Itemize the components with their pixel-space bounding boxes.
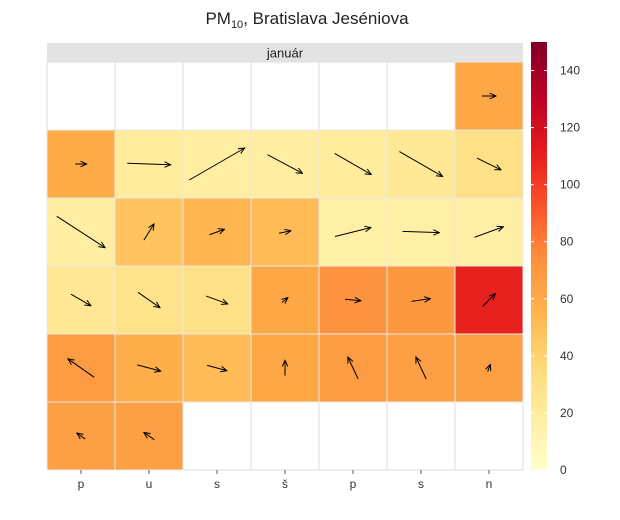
empty-cell bbox=[250, 401, 320, 471]
wind-arrow bbox=[70, 293, 91, 306]
colorbar-tick-label: 120 bbox=[560, 121, 580, 135]
empty-cell bbox=[386, 401, 456, 471]
empty-cell bbox=[182, 401, 252, 471]
title-main: PM bbox=[205, 9, 231, 28]
wind-arrow bbox=[206, 364, 227, 370]
empty-cell bbox=[250, 61, 320, 131]
colorbar bbox=[531, 42, 547, 470]
empty-cell bbox=[318, 61, 388, 131]
empty-cell bbox=[114, 61, 184, 131]
wind-arrow bbox=[278, 231, 291, 234]
wind-arrow bbox=[143, 224, 154, 241]
colorbar-tick-label: 40 bbox=[560, 349, 574, 363]
weekday-label: s bbox=[418, 477, 424, 491]
wind-arrow bbox=[68, 359, 95, 378]
colorbar-tick-label: 80 bbox=[560, 235, 574, 249]
wind-arrow bbox=[137, 364, 160, 371]
wind-arrow bbox=[206, 295, 228, 304]
weekday-label: n bbox=[486, 477, 493, 491]
wind-arrow bbox=[344, 299, 361, 300]
chart-title: PM10, Bratislava Jeséniova bbox=[205, 9, 409, 31]
wind-arrow bbox=[411, 299, 430, 302]
colorbar-tick-label: 140 bbox=[560, 64, 580, 78]
wind-arrow bbox=[282, 298, 288, 303]
colorbar-ticks: 0 20 40 60 80 100 120 140 bbox=[531, 64, 580, 477]
wind-arrow bbox=[488, 364, 491, 372]
wind-arrow bbox=[482, 294, 496, 307]
title-rest: , Bratislava Jeséniova bbox=[243, 9, 409, 28]
wind-arrow bbox=[334, 153, 372, 174]
wind-arrow bbox=[144, 432, 155, 441]
wind-arrow bbox=[127, 163, 170, 165]
day-cell bbox=[114, 265, 184, 335]
weekday-label: s bbox=[214, 477, 220, 491]
facet-strip-label: január bbox=[266, 46, 304, 61]
wind-arrow bbox=[209, 229, 224, 236]
colorbar-tick-label: 20 bbox=[560, 406, 574, 420]
weekday-label: u bbox=[146, 477, 153, 491]
weekday-label: š bbox=[282, 477, 288, 491]
wind-arrow bbox=[348, 357, 359, 380]
wind-arrow bbox=[402, 231, 439, 232]
wind-arrow bbox=[334, 228, 371, 237]
colorbar-tick-label: 60 bbox=[560, 292, 574, 306]
weekday-label: p bbox=[78, 477, 85, 491]
title-subscript: 10 bbox=[231, 19, 243, 31]
facet-strip bbox=[47, 43, 523, 62]
empty-cell bbox=[386, 61, 456, 131]
weekday-label: p bbox=[350, 477, 357, 491]
wind-arrow bbox=[56, 215, 105, 247]
wind-arrow bbox=[474, 227, 504, 238]
heatmap-panel bbox=[46, 61, 524, 471]
wind-arrow bbox=[476, 157, 501, 170]
colorbar-tick-label: 0 bbox=[560, 463, 567, 477]
empty-cell bbox=[454, 401, 524, 471]
empty-cell bbox=[182, 61, 252, 131]
colorbar-tick-label: 100 bbox=[560, 178, 580, 192]
wind-arrow bbox=[137, 291, 160, 307]
wind-arrow bbox=[399, 151, 442, 177]
wind-arrow bbox=[77, 433, 86, 440]
wind-arrow bbox=[416, 357, 427, 380]
empty-cell bbox=[318, 401, 388, 471]
wind-arrow bbox=[267, 154, 302, 174]
empty-cell bbox=[46, 61, 116, 131]
wind-arrow bbox=[189, 148, 244, 181]
